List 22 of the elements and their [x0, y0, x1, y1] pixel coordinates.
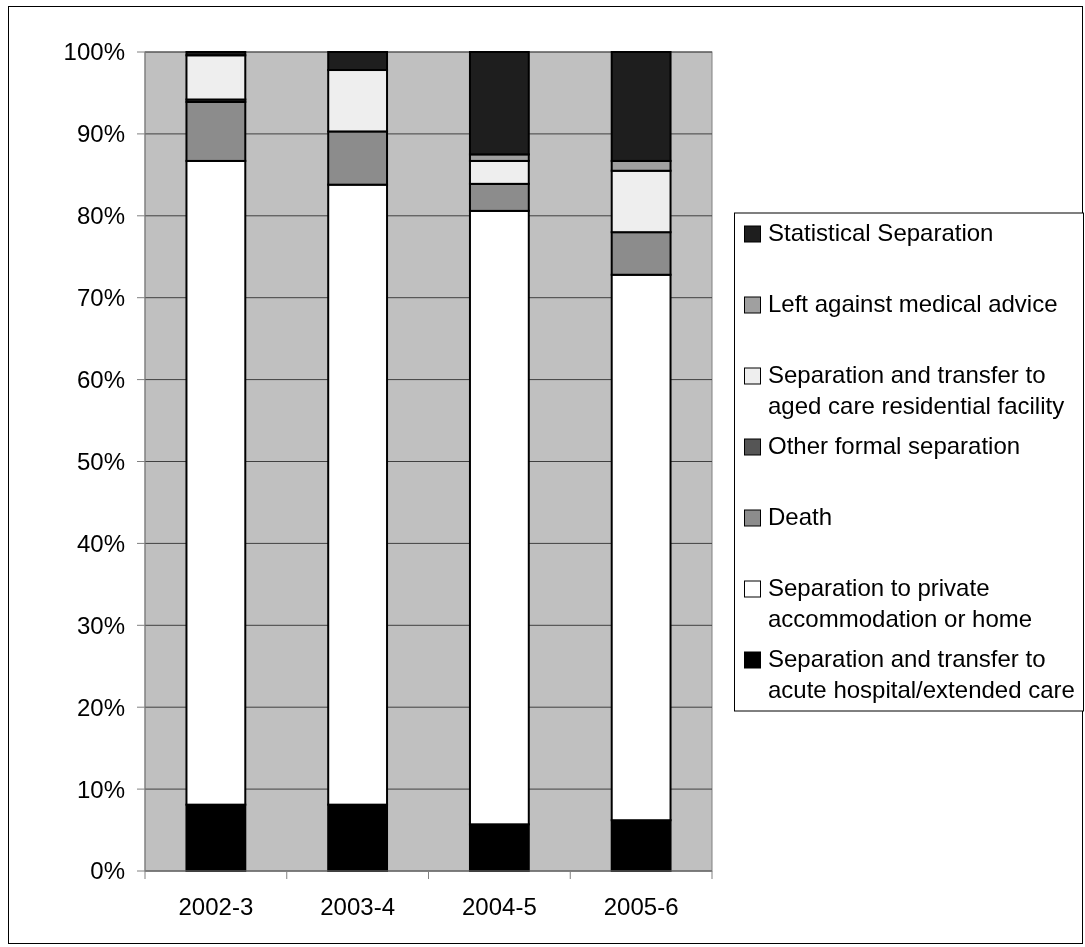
legend-label: Death — [768, 502, 833, 530]
y-tick-label: 50% — [76, 447, 125, 475]
legend-label: Separation and transfer to acute hospital/extended care — [768, 644, 1075, 703]
y-tick-label: 80% — [76, 202, 125, 230]
y-tick-label: 60% — [76, 366, 125, 393]
legend-label: Separation to private accommodation or home — [768, 573, 1033, 632]
x-tick-label: 2002-3 — [178, 893, 254, 920]
x-tick-label: 2003-4 — [320, 893, 395, 920]
legend-label: Left against medical advice — [768, 289, 1058, 317]
legend-label: Statistical Separation — [768, 218, 994, 246]
y-tick-label: 100% — [63, 38, 125, 66]
y-tick-label: 20% — [76, 693, 125, 721]
x-tick-label: 2004-5 — [462, 893, 537, 920]
y-tick-label: 30% — [76, 611, 125, 639]
y-tick-label: 10% — [76, 775, 125, 803]
y-tick-label: 70% — [76, 284, 125, 312]
legend-label: Other formal separation — [768, 431, 1021, 459]
legend-label: Separation and transfer to aged care residential facility — [768, 360, 1065, 419]
y-tick-label: 40% — [76, 529, 125, 557]
x-tick-label: 2005-6 — [603, 893, 679, 920]
y-tick-label: 90% — [76, 120, 125, 148]
y-tick-label: 0% — [90, 857, 125, 885]
